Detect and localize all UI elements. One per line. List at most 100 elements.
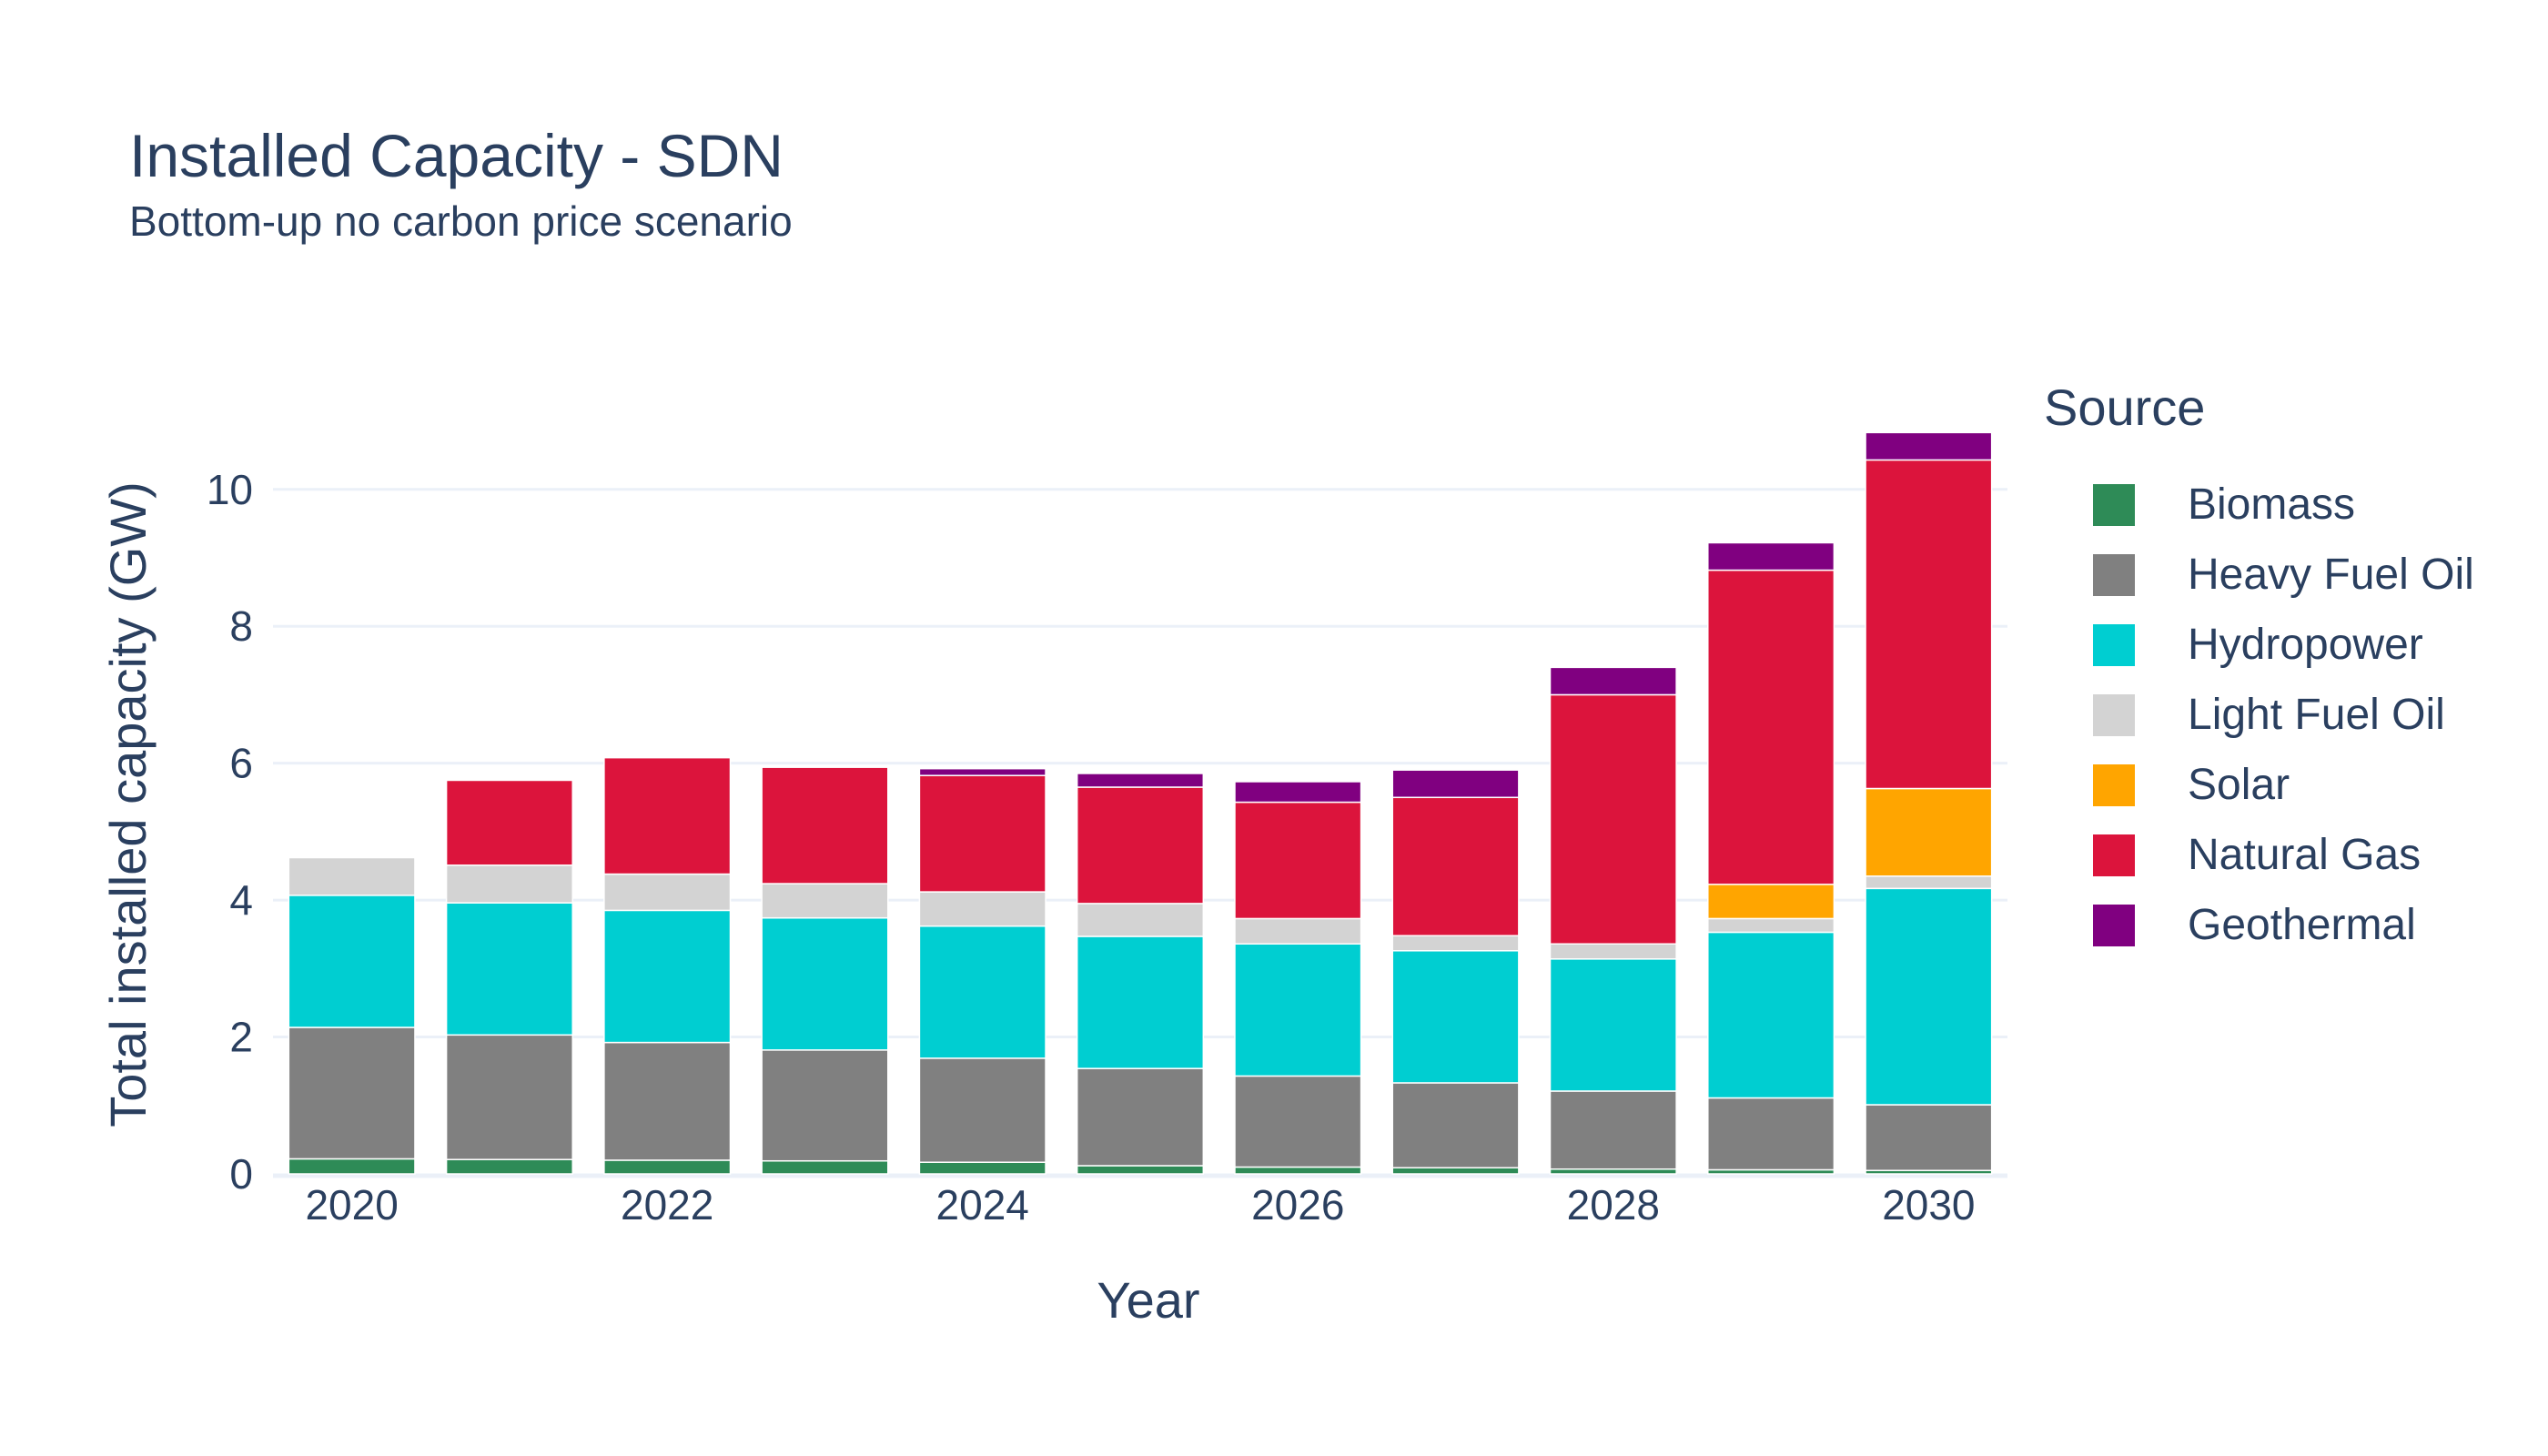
bar-segment-biomass bbox=[1234, 1166, 1362, 1175]
bar-segment-geothermal bbox=[1076, 773, 1205, 788]
legend-swatch bbox=[2093, 763, 2135, 806]
legend-label: Hydropower bbox=[2188, 621, 2423, 669]
x-tick-label: 2024 bbox=[936, 1181, 1029, 1228]
legend-item[interactable]: Natural Gas bbox=[2044, 820, 2474, 890]
bar-segment-light-fuel-oil bbox=[445, 864, 573, 904]
bar-segment-natural-gas bbox=[1865, 459, 1993, 790]
bar-segment-heavy-fuel-oil bbox=[1549, 1090, 1677, 1170]
bar-segment-natural-gas bbox=[761, 766, 889, 885]
bar-segment-hydropower bbox=[1865, 887, 1993, 1106]
bar-segment-geothermal bbox=[1865, 431, 1993, 461]
bar-segment-light-fuel-oil bbox=[288, 856, 416, 896]
bar-segment-light-fuel-oil bbox=[1865, 875, 1993, 890]
bar-segment-heavy-fuel-oil bbox=[288, 1026, 416, 1160]
legend-swatch bbox=[2093, 483, 2135, 526]
bar-segment-heavy-fuel-oil bbox=[918, 1057, 1046, 1163]
bar-segment-heavy-fuel-oil bbox=[1076, 1067, 1205, 1167]
legend-label: Light Fuel Oil bbox=[2188, 691, 2445, 739]
bar-segment-geothermal bbox=[1234, 781, 1362, 804]
bar-segment-hydropower bbox=[761, 916, 889, 1051]
bar-segment-heavy-fuel-oil bbox=[761, 1049, 889, 1162]
bar-segment-heavy-fuel-oil bbox=[1391, 1082, 1520, 1168]
bar-segment-heavy-fuel-oil bbox=[603, 1041, 732, 1161]
bar-segment-geothermal bbox=[1549, 666, 1677, 696]
bar-segment-heavy-fuel-oil bbox=[445, 1034, 573, 1160]
legend-swatch bbox=[2093, 693, 2135, 736]
bar-segment-hydropower bbox=[1549, 958, 1677, 1092]
y-axis-label: Total installed capacity (GW) bbox=[99, 481, 157, 1127]
bar-segment-light-fuel-oil bbox=[603, 873, 732, 912]
legend-label: Heavy Fuel Oil bbox=[2188, 551, 2474, 599]
legend-item[interactable]: Geothermal bbox=[2044, 890, 2474, 960]
bar-segment-biomass bbox=[1391, 1167, 1520, 1175]
y-tick-label: 0 bbox=[229, 1150, 253, 1198]
bar-segment-natural-gas bbox=[1391, 796, 1520, 936]
bar-segment-light-fuel-oil bbox=[1076, 903, 1205, 937]
bar-segment-solar bbox=[1865, 787, 1993, 877]
bar-segment-natural-gas bbox=[1234, 801, 1362, 920]
bar-segment-hydropower bbox=[1234, 943, 1362, 1077]
bars bbox=[288, 431, 1993, 1175]
bar-segment-geothermal bbox=[1391, 769, 1520, 799]
bar-segment-light-fuel-oil bbox=[1707, 917, 1835, 934]
bar-segment-biomass bbox=[918, 1161, 1046, 1175]
bar-segment-light-fuel-oil bbox=[1234, 917, 1362, 945]
x-tick-labels: 2020 2022 2024 2026 2028 2030 bbox=[305, 1181, 1975, 1228]
legend-item[interactable]: Heavy Fuel Oil bbox=[2044, 540, 2474, 610]
bar-segment-hydropower bbox=[918, 925, 1046, 1059]
bar-segment-natural-gas bbox=[445, 779, 573, 866]
bar-segment-natural-gas bbox=[603, 756, 732, 875]
bar-segment-hydropower bbox=[1076, 935, 1205, 1069]
legend-label: Biomass bbox=[2188, 480, 2356, 529]
legend-title: Source bbox=[2044, 379, 2206, 436]
x-tick-label: 2026 bbox=[1251, 1181, 1344, 1228]
bar-segment-biomass bbox=[1076, 1165, 1205, 1175]
legend: Source Biomass Heavy Fuel Oil Hydropower Li… bbox=[2044, 382, 2474, 960]
bar-segment-light-fuel-oil bbox=[1549, 943, 1677, 960]
y-tick-labels: 0 2 4 6 8 10 bbox=[207, 466, 253, 1198]
y-tick-label: 8 bbox=[229, 602, 253, 650]
y-tick-label: 4 bbox=[229, 876, 253, 924]
chart-title: Installed Capacity - SDN bbox=[129, 122, 784, 189]
chart-subtitle: Bottom-up no carbon price scenario bbox=[129, 197, 793, 245]
legend-label: Solar bbox=[2188, 761, 2290, 809]
y-tick-label: 6 bbox=[229, 740, 253, 787]
bar-segment-hydropower bbox=[445, 902, 573, 1036]
x-axis-label: Year bbox=[1097, 1271, 1199, 1329]
x-tick-label: 2030 bbox=[1882, 1181, 1975, 1228]
bar-segment-biomass bbox=[1549, 1168, 1677, 1175]
bar-segment-heavy-fuel-oil bbox=[1865, 1104, 1993, 1171]
bar-segment-solar bbox=[1707, 884, 1835, 920]
x-tick-label: 2028 bbox=[1567, 1181, 1660, 1228]
legend-swatch bbox=[2093, 553, 2135, 596]
bar-segment-light-fuel-oil bbox=[918, 891, 1046, 927]
bar-segment-geothermal bbox=[1707, 541, 1835, 571]
legend-label: Geothermal bbox=[2188, 901, 2416, 949]
bar-segment-biomass bbox=[761, 1159, 889, 1175]
bar-segment-natural-gas bbox=[918, 774, 1046, 893]
bar-segment-hydropower bbox=[1707, 931, 1835, 1099]
x-tick-label: 2020 bbox=[305, 1181, 398, 1228]
bar-segment-biomass bbox=[603, 1159, 732, 1175]
legend-item[interactable]: Biomass bbox=[2044, 470, 2474, 540]
bar-segment-natural-gas bbox=[1707, 569, 1835, 885]
bar-segment-natural-gas bbox=[1076, 786, 1205, 905]
bar-segment-hydropower bbox=[288, 895, 416, 1028]
legend-item[interactable]: Hydropower bbox=[2044, 610, 2474, 680]
bar-segment-hydropower bbox=[603, 909, 732, 1044]
legend-item[interactable]: Light Fuel Oil bbox=[2044, 680, 2474, 750]
legend-item[interactable]: Solar bbox=[2044, 750, 2474, 820]
bar-segment-light-fuel-oil bbox=[761, 883, 889, 919]
bar-segment-biomass bbox=[288, 1158, 416, 1175]
y-tick-label: 10 bbox=[207, 466, 253, 513]
y-tick-label: 2 bbox=[229, 1014, 253, 1061]
legend-swatch bbox=[2093, 834, 2135, 876]
bar-segment-heavy-fuel-oil bbox=[1234, 1075, 1362, 1168]
legend-swatch bbox=[2093, 623, 2135, 666]
bar-segment-heavy-fuel-oil bbox=[1707, 1097, 1835, 1171]
bar-segment-biomass bbox=[445, 1158, 573, 1175]
bar-segment-geothermal bbox=[918, 767, 1046, 776]
bar-segment-natural-gas bbox=[1549, 693, 1677, 945]
legend-swatch bbox=[2093, 904, 2135, 946]
